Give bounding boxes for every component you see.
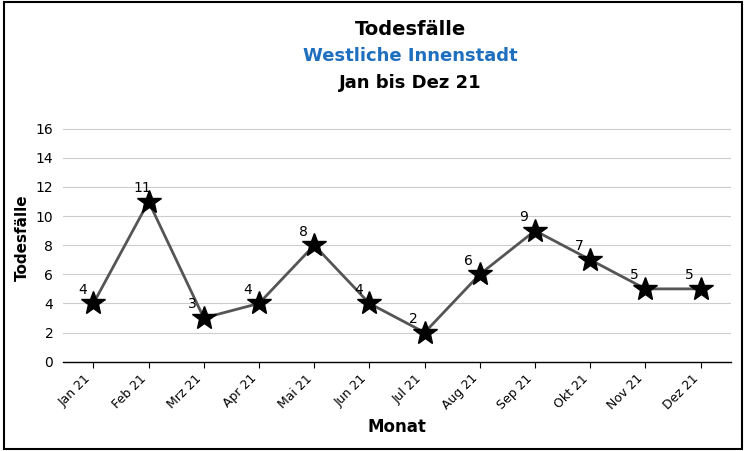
Text: 8: 8 [298, 225, 307, 239]
Text: 9: 9 [519, 210, 528, 224]
Text: 3: 3 [188, 297, 197, 312]
X-axis label: Monat: Monat [368, 418, 427, 436]
Text: 5: 5 [685, 268, 694, 282]
Text: 4: 4 [243, 283, 252, 297]
Text: 4: 4 [78, 283, 87, 297]
Text: Todesfälle: Todesfälle [354, 20, 466, 39]
Text: 7: 7 [574, 239, 583, 253]
Text: 4: 4 [354, 283, 363, 297]
Y-axis label: Todesfälle: Todesfälle [15, 195, 30, 281]
Text: 6: 6 [464, 254, 473, 268]
Text: 11: 11 [133, 181, 151, 195]
Text: 5: 5 [630, 268, 639, 282]
Text: Westliche Innenstadt: Westliche Innenstadt [303, 47, 518, 65]
Text: 2: 2 [409, 312, 418, 326]
Text: Jan bis Dez 21: Jan bis Dez 21 [339, 74, 482, 92]
